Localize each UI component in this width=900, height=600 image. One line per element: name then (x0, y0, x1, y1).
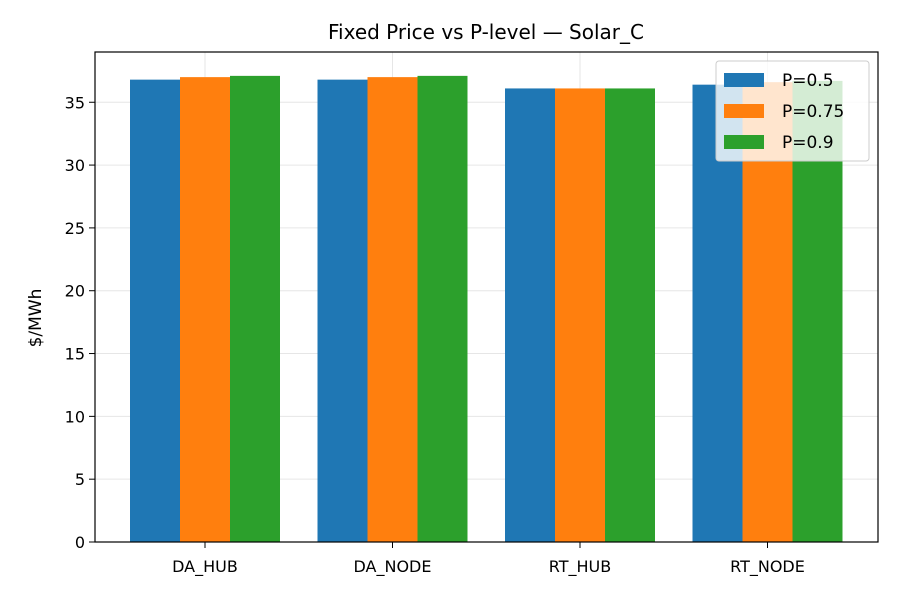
y-tick-label: 15 (65, 345, 85, 364)
y-tick-label: 20 (65, 282, 85, 301)
bars (130, 75, 843, 543)
bar-P-0-9-RT_HUB (605, 88, 655, 542)
x-axis-ticks: DA_HUB DA_NODE RT_HUB RT_NODE (172, 542, 805, 577)
y-axis-label: $/MWh (26, 289, 46, 348)
plot-frame (94, 51, 879, 543)
x-tick-label: RT_HUB (549, 557, 611, 577)
y-tick-label: 0 (75, 533, 85, 552)
y-tick-label: 10 (65, 407, 85, 426)
legend-swatch (724, 135, 764, 149)
bar-P-0-9-DA_HUB (230, 75, 280, 542)
bar-P-0-75-DA_HUB (180, 77, 230, 542)
legend-swatch (724, 73, 764, 87)
legend-label: P=0.5 (782, 71, 834, 91)
bar-P-0-5-DA_HUB (130, 79, 180, 543)
legend-label: P=0.9 (782, 133, 834, 153)
x-tick-label: RT_NODE (730, 557, 805, 577)
y-tick-label: 35 (65, 93, 85, 112)
y-tick-label: 25 (65, 219, 85, 238)
legend-swatch (724, 104, 764, 118)
y-tick-label: 5 (75, 470, 85, 489)
legend-label: P=0.75 (782, 102, 844, 122)
y-tick-label: 30 (65, 156, 85, 175)
bar-P-0-75-DA_NODE (367, 77, 418, 542)
x-tick-label: DA_NODE (354, 557, 432, 577)
chart-title: Fixed Price vs P-level — Solar_C (328, 20, 644, 44)
bar-P-0-75-RT_HUB (555, 88, 605, 542)
bar-P-0-5-RT_HUB (505, 88, 555, 542)
y-axis-ticks: 0 5 10 15 20 25 30 35 (65, 93, 95, 552)
bar-P-0-9-DA_NODE (417, 75, 468, 542)
x-tick-label: DA_HUB (172, 557, 238, 577)
legend: P=0.5 P=0.75 P=0.9 (715, 60, 870, 162)
bar-P-0-5-DA_NODE (317, 79, 368, 543)
